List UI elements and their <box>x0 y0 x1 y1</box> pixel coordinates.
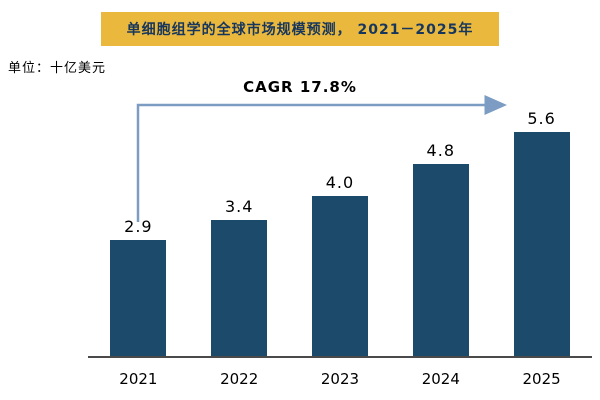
x-axis-label: 2024 <box>421 370 460 388</box>
x-axis-label: 2025 <box>522 370 561 388</box>
bar-column-2021: 2.9 <box>110 217 167 356</box>
bar-column-2025: 5.6 <box>513 109 570 356</box>
bar-column-2022: 3.4 <box>211 197 268 356</box>
chart-title: 单细胞组学的全球市场规模预测， 2021－2025年 <box>100 12 500 46</box>
plot-area: 2.9 3.4 4.0 4.8 5.6 <box>88 95 592 358</box>
bar-value-label: 4.8 <box>426 141 455 160</box>
bar-column-2024: 4.8 <box>412 141 469 356</box>
cagr-label: CAGR 17.8% <box>243 78 357 96</box>
x-axis-label: 2022 <box>220 370 259 388</box>
x-axis-label: 2023 <box>320 370 360 388</box>
bar-value-label: 5.6 <box>527 109 556 128</box>
bar-column-2023: 4.0 <box>311 173 368 356</box>
bar-2022 <box>211 220 268 356</box>
bar-value-label: 4.0 <box>325 173 355 192</box>
bar-2024 <box>412 164 469 356</box>
bar-2025 <box>513 132 570 356</box>
unit-label: 单位：十亿美元 <box>8 61 107 76</box>
x-axis-labels: 2021 2022 2023 2024 2025 <box>88 370 592 388</box>
bar-value-label: 3.4 <box>224 197 254 216</box>
bar-2023 <box>311 196 368 356</box>
bar-2021 <box>110 240 167 356</box>
bar-value-label: 2.9 <box>124 217 153 236</box>
chart-title-row: 单细胞组学的全球市场规模预测， 2021－2025年 <box>0 12 600 46</box>
x-axis-label: 2021 <box>119 370 158 388</box>
